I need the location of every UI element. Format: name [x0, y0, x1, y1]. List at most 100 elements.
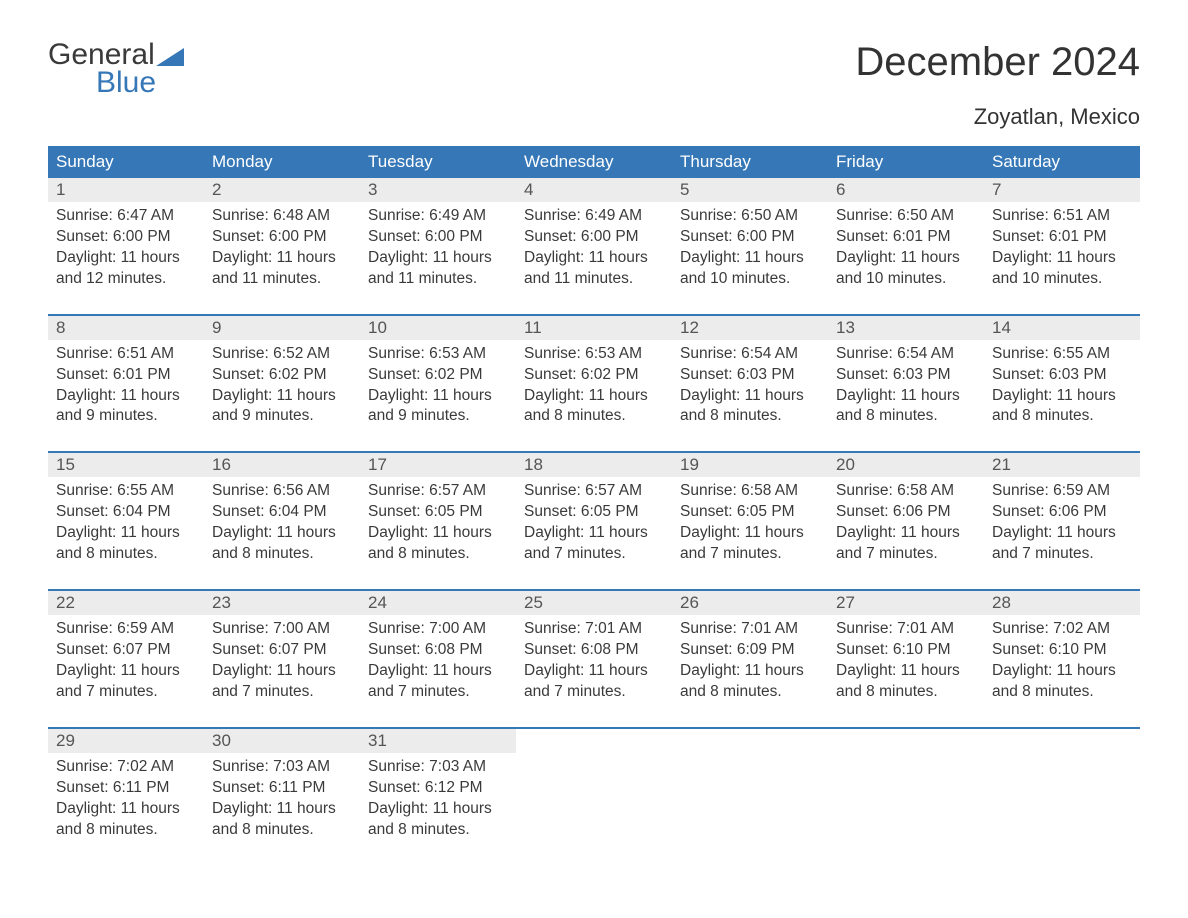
- day-content-row: Sunrise: 6:51 AMSunset: 6:01 PM Daylight:…: [48, 340, 1140, 453]
- daylight-text-line1: Daylight: 11 hours: [680, 523, 820, 544]
- day-content-cell: Sunrise: 6:57 AMSunset: 6:05 PMDaylight:…: [516, 477, 672, 590]
- daylight-text-line1: Daylight: 11 hours: [524, 248, 664, 269]
- day-number-row: 22232425262728: [48, 591, 1140, 615]
- day-number-cell: 28: [984, 591, 1140, 615]
- location-label: Zoyatlan, Mexico: [48, 104, 1140, 130]
- sunset-text: Sunset: 6:00 PM: [368, 227, 508, 248]
- sunset-text: Sunset: 6:03 PM: [836, 365, 976, 386]
- day-content-row: Sunrise: 6:55 AMSunset: 6:04 PMDaylight:…: [48, 477, 1140, 590]
- day-content-cell: Sunrise: 7:00 AMSunset: 6:08 PMDaylight:…: [360, 615, 516, 728]
- day-content-cell: Sunrise: 6:55 AMSunset: 6:04 PMDaylight:…: [48, 477, 204, 590]
- sunrise-text: Sunrise: 6:58 AM: [836, 481, 976, 502]
- daylight-text-line2: and 8 minutes.: [992, 682, 1132, 703]
- day-content-cell: Sunrise: 7:01 AMSunset: 6:10 PMDaylight:…: [828, 615, 984, 728]
- day-number-cell: 19: [672, 453, 828, 477]
- day-of-week-header: Monday: [204, 146, 360, 178]
- daylight-text-line2: and 8 minutes.: [524, 406, 664, 427]
- day-content-cell: Sunrise: 6:52 AMSunset: 6:02 PMDaylight:…: [204, 340, 360, 453]
- day-number-cell: 23: [204, 591, 360, 615]
- sunset-text: Sunset: 6:00 PM: [680, 227, 820, 248]
- day-content-cell: [672, 753, 828, 849]
- sunrise-text: Sunrise: 7:00 AM: [212, 619, 352, 640]
- day-number-cell: 30: [204, 729, 360, 753]
- daylight-text-line1: Daylight: 11 hours: [836, 248, 976, 269]
- day-of-week-header: Thursday: [672, 146, 828, 178]
- logo-text-bottom: Blue: [96, 68, 156, 98]
- day-number-row: 891011121314: [48, 316, 1140, 340]
- sunset-text: Sunset: 6:09 PM: [680, 640, 820, 661]
- day-number-cell: 6: [828, 178, 984, 202]
- daylight-text-line2: and 7 minutes.: [212, 682, 352, 703]
- daylight-text-line1: Daylight: 11 hours: [368, 248, 508, 269]
- daylight-text-line2: and 9 minutes.: [56, 406, 196, 427]
- sunset-text: Sunset: 6:01 PM: [992, 227, 1132, 248]
- day-number-cell: 26: [672, 591, 828, 615]
- day-number-cell: 13: [828, 316, 984, 340]
- day-content-cell: Sunrise: 6:47 AMSunset: 6:00 PMDaylight:…: [48, 202, 204, 315]
- day-number-cell: 18: [516, 453, 672, 477]
- sunset-text: Sunset: 6:02 PM: [524, 365, 664, 386]
- day-number-cell: 22: [48, 591, 204, 615]
- sunrise-text: Sunrise: 6:50 AM: [680, 206, 820, 227]
- sunrise-text: Sunrise: 6:56 AM: [212, 481, 352, 502]
- sunset-text: Sunset: 6:12 PM: [368, 778, 508, 799]
- day-content-cell: Sunrise: 6:49 AMSunset: 6:00 PMDaylight:…: [516, 202, 672, 315]
- sunset-text: Sunset: 6:10 PM: [992, 640, 1132, 661]
- day-of-week-row: SundayMondayTuesdayWednesdayThursdayFrid…: [48, 146, 1140, 178]
- day-of-week-header: Tuesday: [360, 146, 516, 178]
- day-content-cell: Sunrise: 6:53 AMSunset: 6:02 PMDaylight:…: [360, 340, 516, 453]
- day-content-cell: Sunrise: 7:03 AMSunset: 6:11 PMDaylight:…: [204, 753, 360, 849]
- day-content-cell: Sunrise: 6:55 AMSunset: 6:03 PMDaylight:…: [984, 340, 1140, 453]
- sunset-text: Sunset: 6:07 PM: [56, 640, 196, 661]
- day-content-cell: Sunrise: 7:01 AMSunset: 6:09 PMDaylight:…: [672, 615, 828, 728]
- logo-triangle-icon: [156, 48, 184, 66]
- day-content-row: Sunrise: 6:59 AMSunset: 6:07 PMDaylight:…: [48, 615, 1140, 728]
- day-content-cell: Sunrise: 7:02 AMSunset: 6:10 PMDaylight:…: [984, 615, 1140, 728]
- sunrise-text: Sunrise: 6:51 AM: [56, 344, 196, 365]
- sunset-text: Sunset: 6:04 PM: [212, 502, 352, 523]
- sunset-text: Sunset: 6:05 PM: [680, 502, 820, 523]
- daylight-text-line1: Daylight: 11 hours: [524, 386, 664, 407]
- day-number-cell: [828, 729, 984, 753]
- sunset-text: Sunset: 6:01 PM: [56, 365, 196, 386]
- daylight-text-line1: Daylight: 11 hours: [836, 661, 976, 682]
- sunrise-text: Sunrise: 6:49 AM: [368, 206, 508, 227]
- day-content-cell: Sunrise: 7:02 AMSunset: 6:11 PMDaylight:…: [48, 753, 204, 849]
- header: General Blue December 2024: [48, 40, 1140, 98]
- sunrise-text: Sunrise: 6:59 AM: [56, 619, 196, 640]
- day-content-cell: Sunrise: 6:50 AMSunset: 6:01 PMDaylight:…: [828, 202, 984, 315]
- daylight-text-line1: Daylight: 11 hours: [56, 799, 196, 820]
- daylight-text-line1: Daylight: 11 hours: [56, 661, 196, 682]
- day-content-cell: Sunrise: 6:54 AMSunset: 6:03 PMDaylight:…: [828, 340, 984, 453]
- daylight-text-line2: and 10 minutes.: [992, 269, 1132, 290]
- daylight-text-line1: Daylight: 11 hours: [836, 523, 976, 544]
- day-number-cell: 1: [48, 178, 204, 202]
- day-content-cell: Sunrise: 6:49 AMSunset: 6:00 PMDaylight:…: [360, 202, 516, 315]
- sunrise-text: Sunrise: 6:54 AM: [680, 344, 820, 365]
- daylight-text-line2: and 8 minutes.: [992, 406, 1132, 427]
- sunrise-text: Sunrise: 6:47 AM: [56, 206, 196, 227]
- daylight-text-line2: and 8 minutes.: [836, 406, 976, 427]
- day-content-cell: Sunrise: 6:51 AMSunset: 6:01 PMDaylight:…: [984, 202, 1140, 315]
- daylight-text-line1: Daylight: 11 hours: [368, 386, 508, 407]
- daylight-text-line2: and 8 minutes.: [56, 820, 196, 841]
- day-number-row: 15161718192021: [48, 453, 1140, 477]
- day-of-week-header: Saturday: [984, 146, 1140, 178]
- daylight-text-line1: Daylight: 11 hours: [212, 248, 352, 269]
- daylight-text-line2: and 8 minutes.: [212, 820, 352, 841]
- day-number-cell: [672, 729, 828, 753]
- day-number-cell: [516, 729, 672, 753]
- daylight-text-line2: and 8 minutes.: [368, 820, 508, 841]
- daylight-text-line2: and 8 minutes.: [212, 544, 352, 565]
- day-number-cell: 25: [516, 591, 672, 615]
- day-number-cell: 12: [672, 316, 828, 340]
- daylight-text-line2: and 9 minutes.: [368, 406, 508, 427]
- sunset-text: Sunset: 6:02 PM: [212, 365, 352, 386]
- day-content-cell: Sunrise: 7:01 AMSunset: 6:08 PMDaylight:…: [516, 615, 672, 728]
- page-title: December 2024: [855, 40, 1140, 85]
- day-number-cell: 31: [360, 729, 516, 753]
- sunset-text: Sunset: 6:11 PM: [212, 778, 352, 799]
- sunrise-text: Sunrise: 6:51 AM: [992, 206, 1132, 227]
- daylight-text-line2: and 10 minutes.: [680, 269, 820, 290]
- day-content-cell: Sunrise: 6:53 AMSunset: 6:02 PMDaylight:…: [516, 340, 672, 453]
